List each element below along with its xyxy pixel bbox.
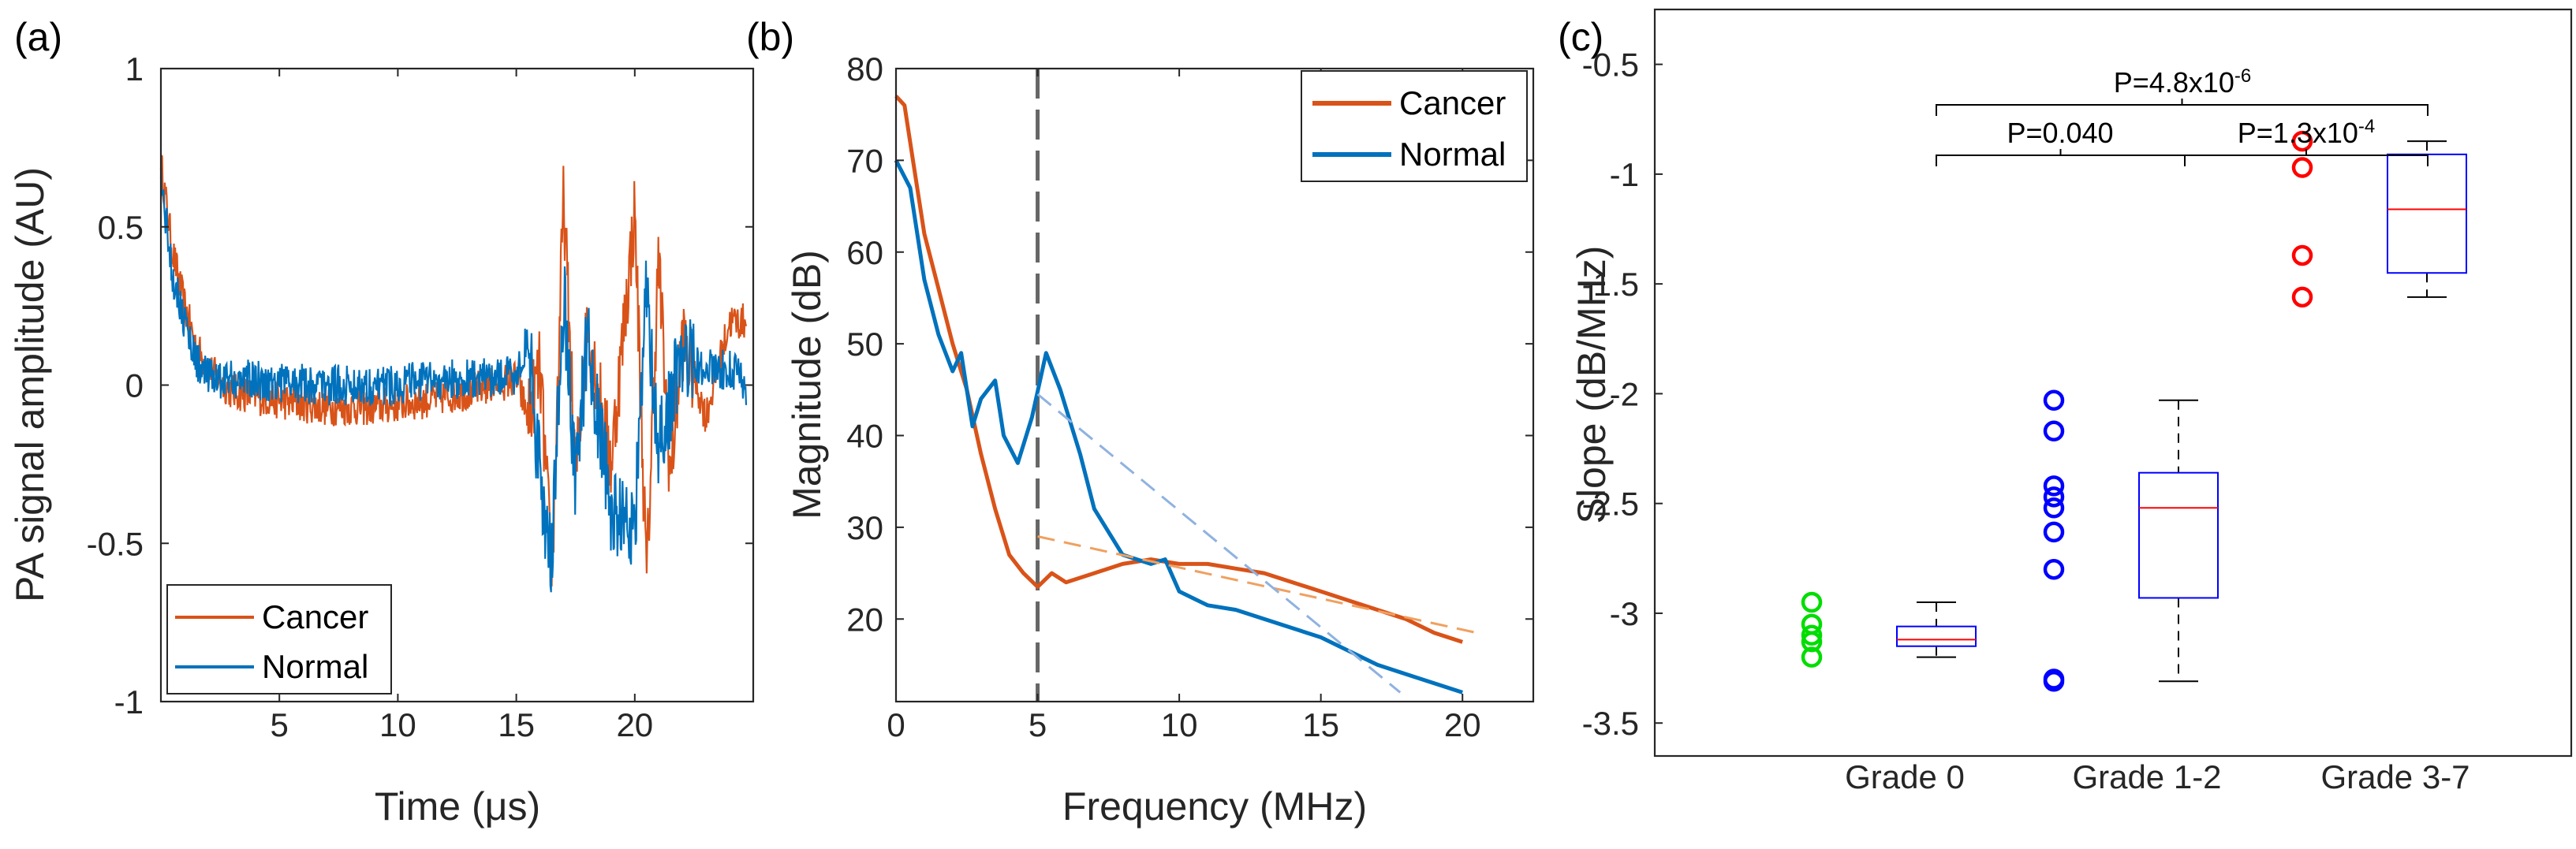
data-point (2291, 244, 2313, 266)
x-tick-label: 10 (1161, 706, 1198, 743)
p-value-label: P=1.3x10-4 (2238, 116, 2375, 150)
normal-signal-line (159, 168, 748, 593)
x-tick-label: 0 (887, 706, 905, 743)
y-tick-label: 0 (125, 367, 144, 404)
legend-normal-label: Normal (262, 648, 368, 685)
significance-bracket: P=1.3x10-4 (2184, 116, 2429, 166)
legend-box (1301, 70, 1528, 182)
data-point (2043, 486, 2065, 508)
iqr-box (2138, 471, 2219, 599)
panel-c-axes-box (1653, 8, 2573, 758)
x-tick-label: 5 (1029, 706, 1047, 743)
iqr-box (1896, 625, 1977, 647)
panel-b-series (894, 69, 1477, 702)
x-tick-label: 5 (271, 706, 289, 743)
y-tick-label: 1 (125, 50, 144, 88)
data-point (2043, 671, 2065, 692)
data-point (2043, 497, 2065, 519)
panel-a: (a) 5 10 15 20 -1 -0.5 0 0.5 1 Time (μs) PA sign… (8, 15, 755, 829)
p-value-label: P=4.8x10-6 (2114, 65, 2251, 99)
y-tick-label: 80 (846, 50, 883, 88)
y-tick-label: -2.5 (1582, 486, 1639, 523)
panel-a-ticks: 5 10 15 20 -1 -0.5 0 0.5 1 (87, 50, 753, 743)
y-tick-label: 0.5 (98, 209, 144, 246)
p-value-exponent: -6 (2234, 65, 2251, 87)
data-point (2043, 559, 2065, 580)
y-tick-label: -3.5 (1582, 705, 1639, 742)
bracket-line (1936, 155, 2186, 166)
data-point (2291, 286, 2313, 308)
significance-bracket: P=0.040 (1936, 117, 2186, 166)
x-tick-label: Grade 1-2 (2072, 758, 2221, 795)
significance-bracket: P=4.8x10-6 (1936, 65, 2429, 116)
y-tick-label: -1 (1610, 156, 1639, 193)
data-point (2291, 130, 2313, 152)
panel-a-ylabel: PA signal amplitude (AU) (8, 167, 52, 602)
data-point (1801, 631, 1823, 653)
legend-cancer-label: Cancer (262, 598, 368, 635)
data-point (1801, 591, 1823, 613)
y-tick-label: 50 (846, 326, 883, 363)
panel-a-legend: Cancer Normal (166, 584, 392, 694)
y-tick-label: 40 (846, 418, 883, 455)
x-tick-label: 15 (1302, 706, 1339, 743)
cancer-fit-line (1037, 535, 1477, 635)
box-group-grade-0 (1801, 591, 1977, 668)
x-tick-label: 15 (498, 706, 535, 743)
panel-a-label: (a) (14, 15, 62, 59)
panel-c-ticks: Grade 0 Grade 1-2 Grade 3-7 -3.5 -3 -2.5 -2 -1.… (1582, 47, 2470, 795)
panel-b-ylabel: Magnitude (dB) (785, 250, 829, 519)
panel-c-ylabel: Slope (dB/MHz) (1570, 246, 1614, 524)
panel-b-legend: Cancer Normal (1301, 70, 1528, 182)
legend-cancer-label: Cancer (1399, 84, 1506, 121)
normal-spectrum-line (894, 159, 1463, 694)
panel-b-ticks: 0 5 10 15 20 20 30 40 50 60 70 80 (846, 50, 1533, 743)
y-tick-label: 30 (846, 509, 883, 546)
data-point (2043, 420, 2065, 442)
x-tick-label: 20 (616, 706, 653, 743)
y-tick-label: -0.5 (87, 525, 144, 562)
panel-b-axes-box (894, 67, 1535, 703)
data-point (2043, 521, 2065, 543)
panel-c-label: (c) (1558, 15, 1603, 59)
y-tick-label: -3 (1610, 595, 1639, 632)
panel-c-plot: P=0.040 P=1.3x10-4 P=4.8x10-6 (1801, 65, 2467, 692)
normal-fit-line (1036, 393, 1402, 694)
legend-box (166, 584, 392, 694)
y-tick-label: -1.5 (1582, 266, 1639, 303)
y-tick-label: -1 (114, 683, 144, 721)
data-point (1801, 624, 1823, 646)
x-tick-label: Grade 3-7 (2320, 758, 2470, 795)
panel-a-xlabel: Time (μs) (375, 784, 540, 829)
cancer-spectrum-line (894, 95, 1463, 644)
data-point (2043, 389, 2065, 411)
panel-a-series (159, 154, 748, 593)
y-tick-label: 70 (846, 142, 883, 179)
y-tick-label: -0.5 (1582, 47, 1639, 84)
panel-b-label: (b) (746, 15, 794, 59)
p-value-label: P=0.040 (2007, 117, 2113, 149)
legend-normal-label: Normal (1399, 136, 1506, 173)
x-tick-label: Grade 0 (1845, 758, 1965, 795)
panel-b: (b) 0 5 10 15 20 20 30 40 50 60 70 80 Frequency (MH… (746, 15, 1535, 829)
y-tick-label: 20 (846, 601, 883, 638)
data-point (2043, 475, 2065, 497)
data-point (2291, 157, 2313, 178)
p-value-exponent: -4 (2358, 116, 2375, 137)
y-tick-label: -2 (1610, 375, 1639, 412)
iqr-box (2387, 153, 2467, 274)
y-tick-label: 60 (846, 234, 883, 271)
box-group-grade-1-2 (2043, 389, 2219, 692)
panel-b-xlabel: Frequency (MHz) (1062, 784, 1367, 829)
bracket-line (1936, 104, 2429, 116)
x-tick-label: 10 (379, 706, 416, 743)
x-tick-label: 20 (1444, 706, 1481, 743)
box-group-grade-3-7 (2291, 130, 2467, 308)
data-point (1801, 646, 1823, 668)
